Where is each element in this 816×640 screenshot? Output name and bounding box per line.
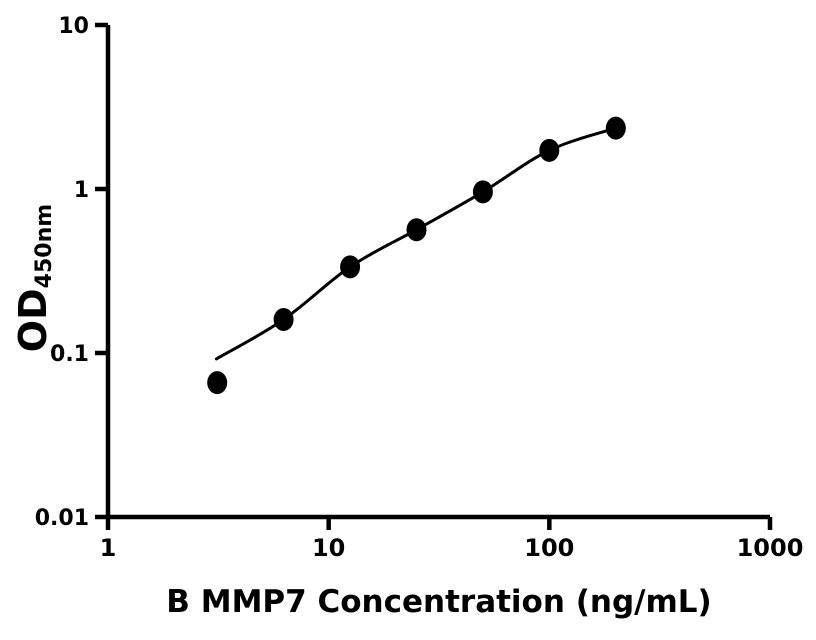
data-point <box>539 138 560 162</box>
data-point <box>273 308 294 331</box>
y-tick-label: 0.1 <box>50 342 89 367</box>
x-tick-label: 100 <box>524 534 574 562</box>
x-tick-label: 1000 <box>737 534 804 562</box>
y-tick-marks <box>95 22 108 520</box>
y-tick-label: 1 <box>74 178 89 203</box>
data-point <box>605 116 626 140</box>
plot-content <box>207 116 626 395</box>
x-axis-title: B MMP7 Concentration (ng/mL) <box>166 584 712 620</box>
axis-spines <box>105 25 770 520</box>
data-point <box>207 371 228 395</box>
axes: 1 10 100 1000 0.01 0.1 1 10 <box>35 14 804 562</box>
y-tick-label: 0.01 <box>35 506 89 531</box>
y-axis-title: OD450nm <box>11 203 57 353</box>
x-tick-labels: 1 10 100 1000 <box>100 534 804 562</box>
data-point-series <box>207 116 626 395</box>
data-point <box>472 180 493 204</box>
y-axis-title-main: OD <box>11 288 55 353</box>
y-tick-labels: 0.01 0.1 1 10 <box>35 14 89 531</box>
y-tick-label: 10 <box>58 14 89 39</box>
x-tick-label: 10 <box>312 534 345 562</box>
y-axis-title-subscript: 450nm <box>32 203 57 289</box>
x-tick-marks <box>105 517 773 530</box>
data-point <box>406 218 427 242</box>
data-point <box>340 255 361 279</box>
x-tick-label: 1 <box>100 534 117 562</box>
